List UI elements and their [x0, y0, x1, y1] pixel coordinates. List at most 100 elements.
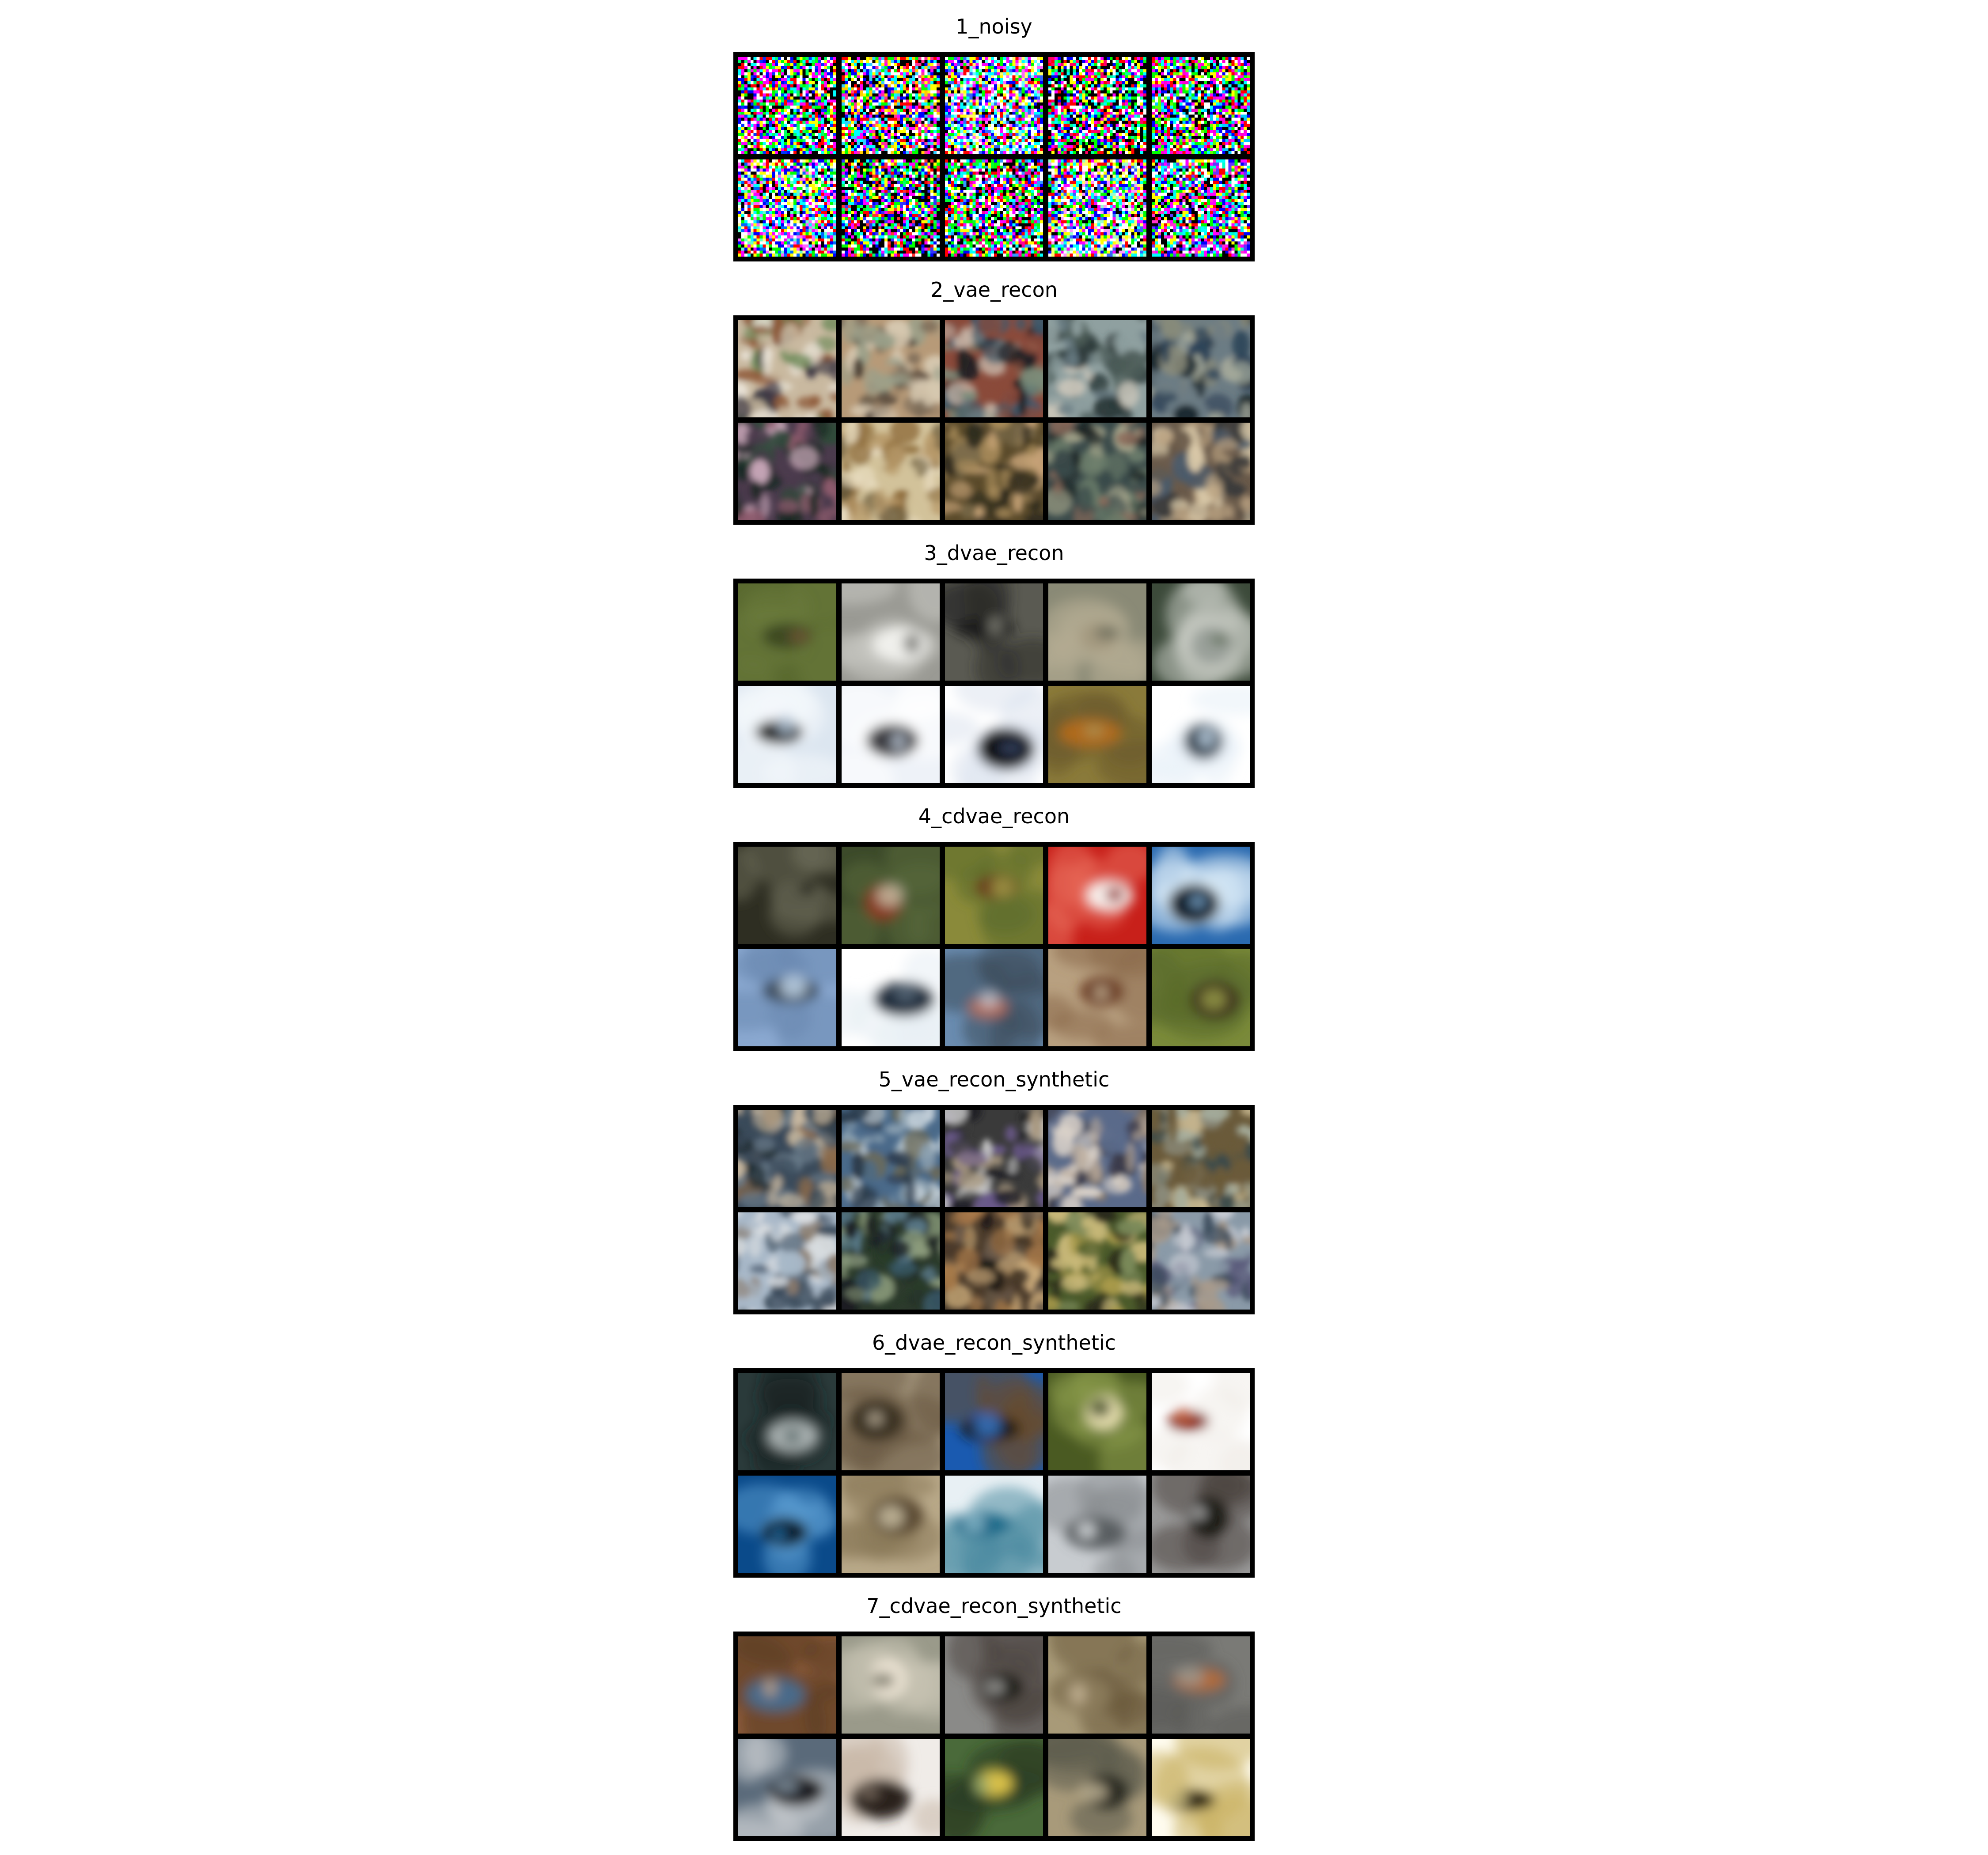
image-tile [842, 1739, 940, 1836]
tile-image [842, 1110, 940, 1207]
image-tile [1152, 1739, 1250, 1836]
image-tile [1152, 847, 1250, 944]
tile-image [842, 1373, 940, 1470]
tile-image [1152, 949, 1250, 1046]
image-tile [1152, 423, 1250, 520]
tile-image [1152, 847, 1250, 944]
tile-image [842, 159, 940, 257]
image-tile [842, 423, 940, 520]
image-tile [738, 686, 836, 783]
tile-image [945, 1373, 1043, 1470]
image-tile [842, 583, 940, 681]
image-tile [945, 1373, 1043, 1470]
image-tile [842, 847, 940, 944]
tile-image [1048, 1110, 1146, 1207]
image-tile [1048, 1212, 1146, 1310]
tile-image [1048, 57, 1146, 154]
tile-image [945, 1476, 1043, 1573]
panel-title: 6_dvae_recon_synthetic [872, 1331, 1116, 1355]
image-tile [1152, 1212, 1250, 1310]
tile-image [738, 1476, 836, 1573]
image-tile [945, 949, 1043, 1046]
image-grid [733, 842, 1255, 1051]
image-tile [1048, 159, 1146, 257]
tile-image [1152, 1636, 1250, 1734]
image-tile [1048, 1739, 1146, 1836]
tile-image [945, 57, 1043, 154]
image-grid [733, 1105, 1255, 1314]
image-tile [1152, 1636, 1250, 1734]
panel-title: 3_dvae_recon [924, 541, 1064, 565]
image-tile [1048, 1636, 1146, 1734]
tile-image [1048, 1212, 1146, 1310]
image-tile [945, 1476, 1043, 1573]
tile-image [945, 159, 1043, 257]
image-tile [842, 159, 940, 257]
image-tile [945, 1110, 1043, 1207]
image-tile [1152, 583, 1250, 681]
tile-image [842, 423, 940, 520]
tile-image [1152, 320, 1250, 417]
tile-image [738, 423, 836, 520]
image-tile [1048, 1373, 1146, 1470]
tile-image [842, 1739, 940, 1836]
tile-image [1048, 847, 1146, 944]
tile-image [1048, 320, 1146, 417]
image-tile [945, 320, 1043, 417]
image-tile [738, 949, 836, 1046]
image-tile [945, 57, 1043, 154]
image-tile [1152, 1373, 1250, 1470]
image-tile [1048, 57, 1146, 154]
image-tile [945, 1636, 1043, 1734]
panel-title: 4_cdvae_recon [918, 804, 1070, 828]
image-tile [1152, 1110, 1250, 1207]
image-tile [945, 847, 1043, 944]
image-tile [1152, 159, 1250, 257]
image-tile [1048, 320, 1146, 417]
tile-image [1152, 1212, 1250, 1310]
image-tile [945, 1212, 1043, 1310]
image-tile [1048, 1110, 1146, 1207]
tile-image [738, 320, 836, 417]
tile-image [945, 583, 1043, 681]
tile-image [945, 1739, 1043, 1836]
tile-image [738, 1212, 836, 1310]
image-grid [733, 1632, 1255, 1841]
tile-image [738, 1739, 836, 1836]
tile-image [1048, 159, 1146, 257]
tile-image [945, 320, 1043, 417]
image-tile [738, 847, 836, 944]
tile-image [842, 1476, 940, 1573]
image-tile [738, 1636, 836, 1734]
tile-image [738, 847, 836, 944]
tile-image [1152, 686, 1250, 783]
image-tile [738, 1476, 836, 1573]
image-tile [738, 1739, 836, 1836]
image-tile [842, 1636, 940, 1734]
image-tile [738, 57, 836, 154]
tile-image [1152, 1476, 1250, 1573]
tile-image [1048, 1636, 1146, 1734]
image-tile [1048, 1476, 1146, 1573]
tile-image [738, 949, 836, 1046]
tile-image [842, 583, 940, 681]
image-tile [1048, 583, 1146, 681]
image-tile [842, 1212, 940, 1310]
tile-image [1152, 57, 1250, 154]
tile-image [1048, 1739, 1146, 1836]
tile-image [1152, 1110, 1250, 1207]
tile-image [1048, 949, 1146, 1046]
image-tile [738, 159, 836, 257]
image-grid [733, 1368, 1255, 1578]
tile-image [842, 320, 940, 417]
image-tile [738, 1110, 836, 1207]
image-tile [1048, 949, 1146, 1046]
panel-title: 5_vae_recon_synthetic [878, 1068, 1110, 1091]
tile-image [738, 1110, 836, 1207]
tile-image [842, 57, 940, 154]
tile-image [842, 847, 940, 944]
image-tile [945, 686, 1043, 783]
image-tile [842, 1110, 940, 1207]
image-grid [733, 579, 1255, 788]
image-tile [1152, 320, 1250, 417]
